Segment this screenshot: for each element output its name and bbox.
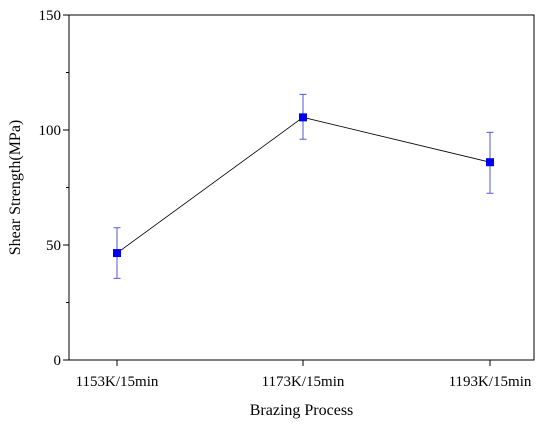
x-axis-ticks: 1153K/15min 1173K/15min 1193K/15min [76, 360, 532, 390]
y-tick-label: 0 [54, 353, 62, 369]
data-markers [113, 113, 494, 258]
x-tick-label: 1193K/15min [449, 374, 532, 390]
x-axis-title: Brazing Process [250, 402, 354, 419]
y-tick-label: 100 [39, 123, 62, 139]
y-tick-label: 150 [39, 8, 62, 24]
x-tick-label: 1173K/15min [262, 374, 345, 390]
data-point [113, 249, 121, 258]
y-axis-title: Shear Strength(MPa) [7, 120, 24, 256]
data-point [299, 113, 307, 122]
x-tick-label: 1153K/15min [76, 374, 159, 390]
y-tick-label: 50 [46, 238, 61, 254]
plot-frame [68, 14, 535, 361]
error-bars [113, 93, 494, 279]
data-point [486, 158, 494, 167]
y-axis-ticks: 0 50 100 150 [39, 8, 69, 369]
